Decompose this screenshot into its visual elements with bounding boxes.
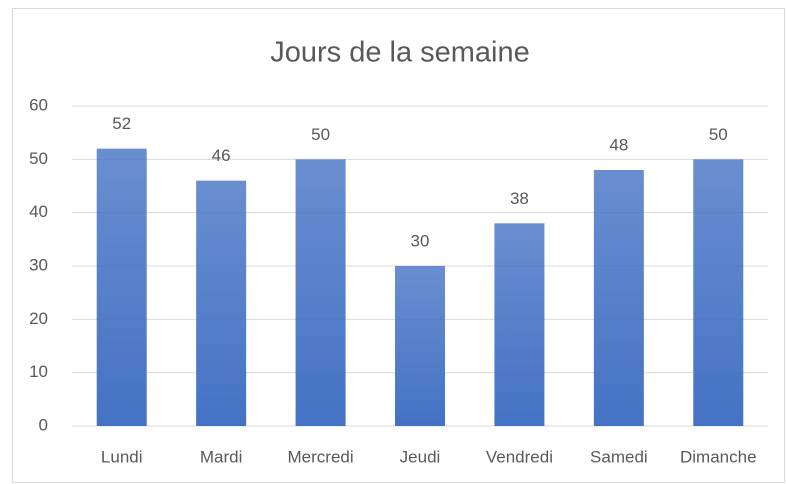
- bar: [593, 170, 644, 426]
- x-tick-label: Samedi: [590, 447, 648, 466]
- data-label: 38: [510, 189, 529, 208]
- bar: [494, 223, 545, 426]
- bar: [196, 180, 247, 426]
- data-label: 50: [709, 125, 728, 144]
- x-tick-label: Jeudi: [400, 447, 441, 466]
- chart-title: Jours de la semaine: [270, 37, 530, 69]
- bar: [96, 148, 147, 426]
- y-tick-label: 20: [29, 309, 48, 328]
- y-tick-label: 60: [29, 95, 48, 114]
- y-tick-label: 10: [29, 362, 48, 381]
- data-label: 48: [609, 135, 628, 154]
- x-tick-label: Dimanche: [680, 447, 757, 466]
- bar: [295, 159, 346, 427]
- y-tick-label: 30: [29, 255, 48, 274]
- data-label: 30: [411, 231, 430, 250]
- data-label: 52: [112, 114, 131, 133]
- y-tick-label: 0: [39, 415, 48, 434]
- x-tick-label: Lundi: [101, 447, 143, 466]
- y-tick-label: 50: [29, 149, 48, 168]
- data-label: 46: [212, 146, 231, 165]
- bar: [395, 266, 445, 426]
- x-tick-label: Mercredi: [288, 447, 354, 466]
- data-label: 50: [311, 125, 330, 144]
- x-tick-label: Vendredi: [486, 447, 553, 466]
- bar: [693, 159, 744, 427]
- x-tick-label: Mardi: [200, 447, 243, 466]
- y-tick-label: 40: [29, 202, 48, 221]
